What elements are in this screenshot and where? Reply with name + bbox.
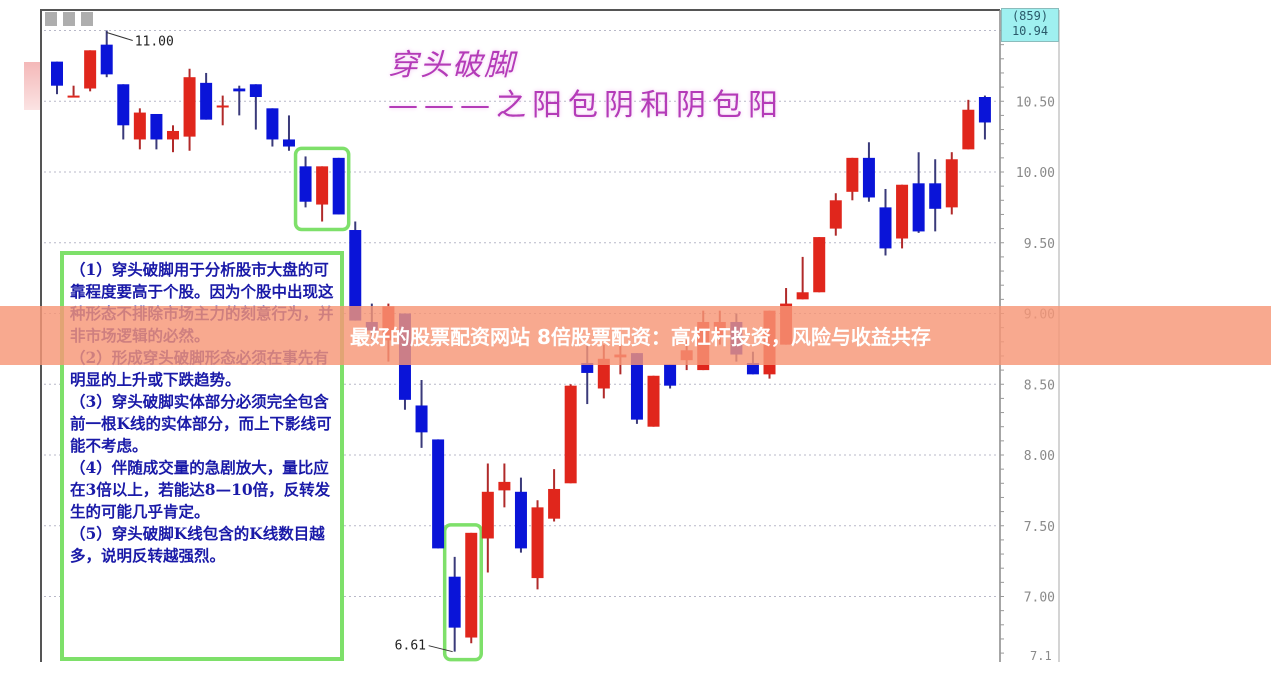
price-box-value: 10.94: [1011, 24, 1049, 38]
candle-down: [282, 139, 295, 147]
candle-down: [332, 157, 345, 215]
candle-down: [879, 207, 892, 249]
candle-down: [448, 576, 461, 628]
highlight-box: [293, 146, 351, 232]
candle-up: [465, 532, 478, 638]
candle-up: [647, 375, 660, 427]
candle-down: [150, 113, 163, 140]
y-tick-label: 10.50: [1016, 95, 1055, 110]
candle-up: [846, 157, 859, 192]
y-tick-label: 8.50: [1024, 378, 1055, 393]
candle-up: [216, 105, 229, 108]
candle-down: [349, 230, 362, 321]
candle-up: [166, 130, 179, 140]
background-page-fragment: [24, 62, 40, 110]
y-tick-label: 9.50: [1024, 237, 1055, 252]
candle-up: [564, 385, 577, 484]
note-5: （5）穿头破脚K线包含的K线数目越多，说明反转越强烈。: [70, 524, 325, 565]
highlight-box: [442, 523, 483, 662]
headline-banner[interactable]: 最好的股票配资网站 8倍股票配资：高杠杆投资，风险与收益共存: [0, 306, 1271, 365]
annotation-leader: [428, 645, 453, 653]
candle-down: [249, 84, 262, 98]
candle-up: [183, 77, 196, 137]
candle-up: [896, 184, 909, 239]
chart-title: 穿头破脚: [388, 48, 516, 83]
current-price-box: (859) 10.94: [1001, 8, 1059, 42]
y-tick-label: 8.00: [1024, 449, 1055, 464]
candle-down: [630, 353, 643, 420]
candle-down: [200, 82, 213, 120]
candle-up: [813, 237, 826, 293]
candle-up: [498, 481, 511, 491]
candle-up: [962, 109, 975, 150]
note-4: （4）伴随成交量的急剧放大，量比应在3倍以上，若能达8—10倍，反转发生的可能几…: [70, 458, 331, 521]
candle-down: [415, 405, 428, 433]
annotation-low: 6.61: [395, 639, 426, 654]
y-tick-label: 10.00: [1016, 166, 1055, 181]
candle-up: [481, 491, 494, 539]
candle-down: [746, 363, 759, 375]
candle-down: [299, 166, 312, 202]
candle-down: [581, 363, 594, 373]
candle-down: [929, 183, 942, 209]
candle-down: [514, 491, 527, 549]
candle-up: [796, 292, 809, 300]
note-3: （3）穿头破脚实体部分必须完全包含前一根K线的实体部分，而上下影线可能不考虑。: [70, 392, 332, 455]
candle-down: [117, 84, 130, 126]
candle-up: [531, 507, 544, 579]
blurred-logo: [45, 12, 105, 32]
chart-subtitle: ———之阳包阴和阴包阳: [388, 88, 784, 123]
candle-down: [978, 97, 991, 123]
candle-down: [912, 183, 925, 232]
candle-up: [829, 200, 842, 229]
candle-down: [100, 44, 113, 75]
candle-down: [664, 364, 677, 386]
banner-text: 最好的股票配资网站 8倍股票配资：高杠杆投资，风险与收益共存: [350, 325, 931, 349]
annotation-leader: [106, 32, 133, 41]
candle-up: [548, 488, 561, 519]
candle-down: [432, 439, 445, 549]
annotation-high: 11.00: [135, 35, 174, 50]
candle-up: [67, 95, 80, 98]
y-tick-label: 7.00: [1024, 591, 1055, 606]
candle-up: [597, 358, 610, 389]
candle-down: [51, 61, 63, 86]
candle-up: [133, 112, 146, 140]
candle-up: [945, 159, 958, 208]
candle-down: [266, 108, 279, 140]
y-tick-label: 7.50: [1024, 520, 1055, 535]
candle-up: [316, 166, 329, 205]
y-tick-label-partial: 7.1: [1030, 649, 1052, 663]
candle-down: [233, 88, 246, 92]
candle-down: [862, 157, 875, 198]
price-box-code: (859): [1011, 9, 1049, 23]
candle-up: [84, 50, 97, 89]
